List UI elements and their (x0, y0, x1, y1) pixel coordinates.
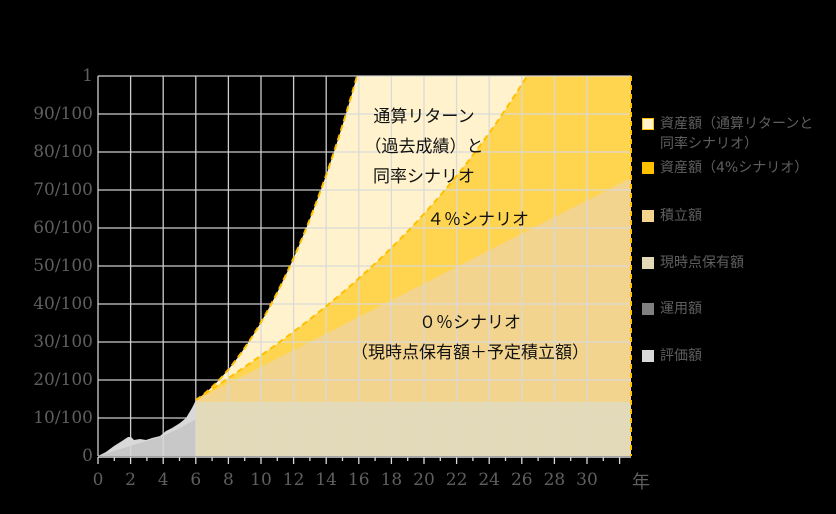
y-tick-label: 60/100 (33, 218, 93, 238)
x-tick-label: 24 (478, 470, 501, 490)
gridlines (97, 75, 631, 456)
legend-label: 現時点保有額 (660, 255, 744, 271)
x-tick-label: 10 (250, 470, 272, 490)
legend-swatch (642, 303, 654, 315)
annotation-line: ０％シナリオ (419, 313, 521, 333)
x-tick-label: 12 (282, 470, 305, 490)
legend-item-current-holdings: 現時点保有額 (642, 253, 744, 273)
legend-label: 資産額（通算リターンと 同率シナリオ） (660, 116, 814, 152)
legend-label: 資産額（4%シナリオ） (660, 160, 809, 176)
y-tick-label: 70/100 (33, 180, 93, 200)
legend-label: 評価額 (660, 348, 702, 364)
x-tick-label: 4 (157, 470, 169, 490)
legend-swatch (642, 350, 654, 362)
legend-swatch (642, 210, 654, 222)
annotation-same-rate-scenario: 通算リターン （過去成績）と 同率シナリオ (354, 102, 494, 192)
x-axis-ticks (97, 457, 621, 464)
x-tick-label: 18 (380, 470, 403, 490)
x-tick-label: 30 (576, 470, 598, 490)
x-tick-label: 22 (445, 470, 468, 490)
y-tick-label: 90/100 (33, 104, 93, 124)
x-axis-unit: 年 (632, 472, 650, 493)
annotation-4pct-scenario: ４％シナリオ (427, 210, 529, 230)
y-tick-label: 50/100 (33, 256, 93, 276)
legend-item-same-rate: 資産額（通算リターンと 同率シナリオ） (642, 114, 813, 154)
x-tick-label: 14 (315, 470, 338, 490)
x-tick-label: 26 (510, 470, 533, 490)
x-tick-label: 8 (222, 470, 234, 490)
line-same-rate (195, 75, 358, 401)
annotation-line: （過去成績）と (364, 137, 484, 157)
y-tick-label: 30/100 (33, 332, 93, 352)
legend-label: 積立額 (660, 208, 702, 224)
legend-item-valuation: 評価額 (642, 346, 702, 366)
area-invested (98, 419, 196, 456)
annotation-line: 同率シナリオ (373, 167, 475, 187)
annotation-0pct-scenario: ０％シナリオ （現時点保有額＋予定積立額） (320, 308, 620, 368)
x-tick-label: 20 (413, 470, 435, 490)
annotation-line: 通算リターン (373, 107, 475, 127)
x-tick-label: 28 (543, 470, 566, 490)
legend-swatch (642, 118, 654, 130)
y-tick-label: 1 (82, 66, 93, 86)
x-tick-label: 0 (92, 470, 104, 490)
legend-label: 運用額 (660, 301, 702, 317)
x-tick-label: 2 (125, 470, 137, 490)
x-tick-label: 16 (347, 470, 370, 490)
legend-item-invested: 運用額 (642, 299, 702, 319)
line-4pct (195, 75, 528, 401)
annotation-line: （現時点保有額＋予定積立額） (351, 343, 589, 363)
legend-item-4pct: 資産額（4%シナリオ） (642, 158, 808, 178)
y-tick-label: 20/100 (33, 370, 93, 390)
legend-item-contributions: 積立額 (642, 206, 702, 226)
y-tick-label: 10/100 (33, 408, 93, 428)
legend-swatch (642, 257, 654, 269)
y-tick-label: 40/100 (33, 294, 93, 314)
y-tick-label: 0 (82, 446, 93, 466)
x-tick-label: 6 (190, 470, 202, 490)
y-tick-label: 80/100 (33, 142, 93, 162)
legend-swatch (642, 162, 654, 174)
